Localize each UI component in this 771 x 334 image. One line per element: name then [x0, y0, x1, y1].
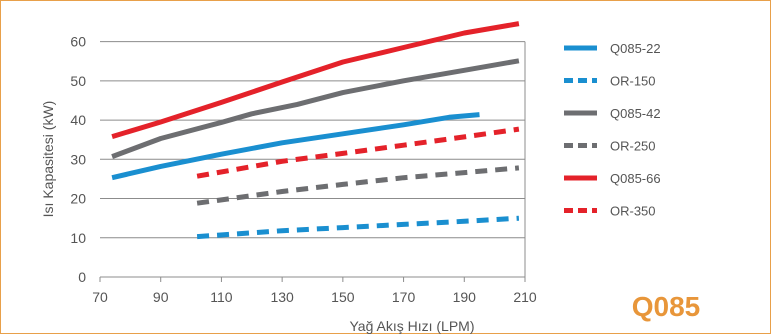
- series-line-or-250: [196, 165, 520, 206]
- legend-label-or-250: OR-250: [610, 139, 656, 154]
- tick-labels: 0 10 20 30 40 50 60 70 90 110 130 150 170 190 210: [70, 34, 536, 305]
- axes: [99, 41, 526, 282]
- x-tick-label: 70: [92, 289, 108, 305]
- y-tick-label: 10: [70, 230, 86, 246]
- series-line-or-150: [196, 215, 520, 240]
- legend: Q085-22 OR-150 Q085-42 OR-250 Q085-66 OR-350: [564, 41, 661, 219]
- legend-label-q085-42: Q085-42: [610, 106, 661, 121]
- legend-label-or-350: OR-350: [610, 204, 656, 219]
- y-tick-label: 20: [70, 191, 86, 207]
- legend-label-q085-66: Q085-66: [610, 171, 661, 186]
- legend-label-q085-22: Q085-22: [610, 41, 661, 56]
- brand-label: Q085: [632, 291, 701, 322]
- x-tick-label: 190: [453, 289, 477, 305]
- x-tick-label: 130: [270, 289, 294, 305]
- series-line-q085-42: [111, 58, 520, 159]
- x-tick-label: 170: [392, 289, 416, 305]
- series-line-or-350: [196, 126, 520, 179]
- x-tick-label: 110: [210, 289, 233, 305]
- series-line-q085-22: [111, 112, 480, 181]
- y-axis-title: Isı Kapasitesi (kW): [40, 101, 56, 218]
- x-axis-title: Yağ Akış Hızı (LPM): [350, 318, 475, 334]
- y-tick-label: 0: [78, 269, 86, 285]
- x-tick-label: 150: [331, 289, 355, 305]
- series-lines: [111, 21, 520, 240]
- x-tick-label: 90: [153, 289, 169, 305]
- grid-lines: [100, 41, 525, 239]
- y-tick-label: 60: [70, 34, 86, 50]
- series-line-q085-66: [111, 21, 520, 139]
- y-tick-label: 50: [70, 73, 86, 89]
- y-tick-label: 30: [70, 151, 86, 167]
- y-tick-label: 40: [70, 112, 86, 128]
- x-tick-label: 210: [513, 289, 537, 305]
- legend-label-or-150: OR-150: [610, 74, 656, 89]
